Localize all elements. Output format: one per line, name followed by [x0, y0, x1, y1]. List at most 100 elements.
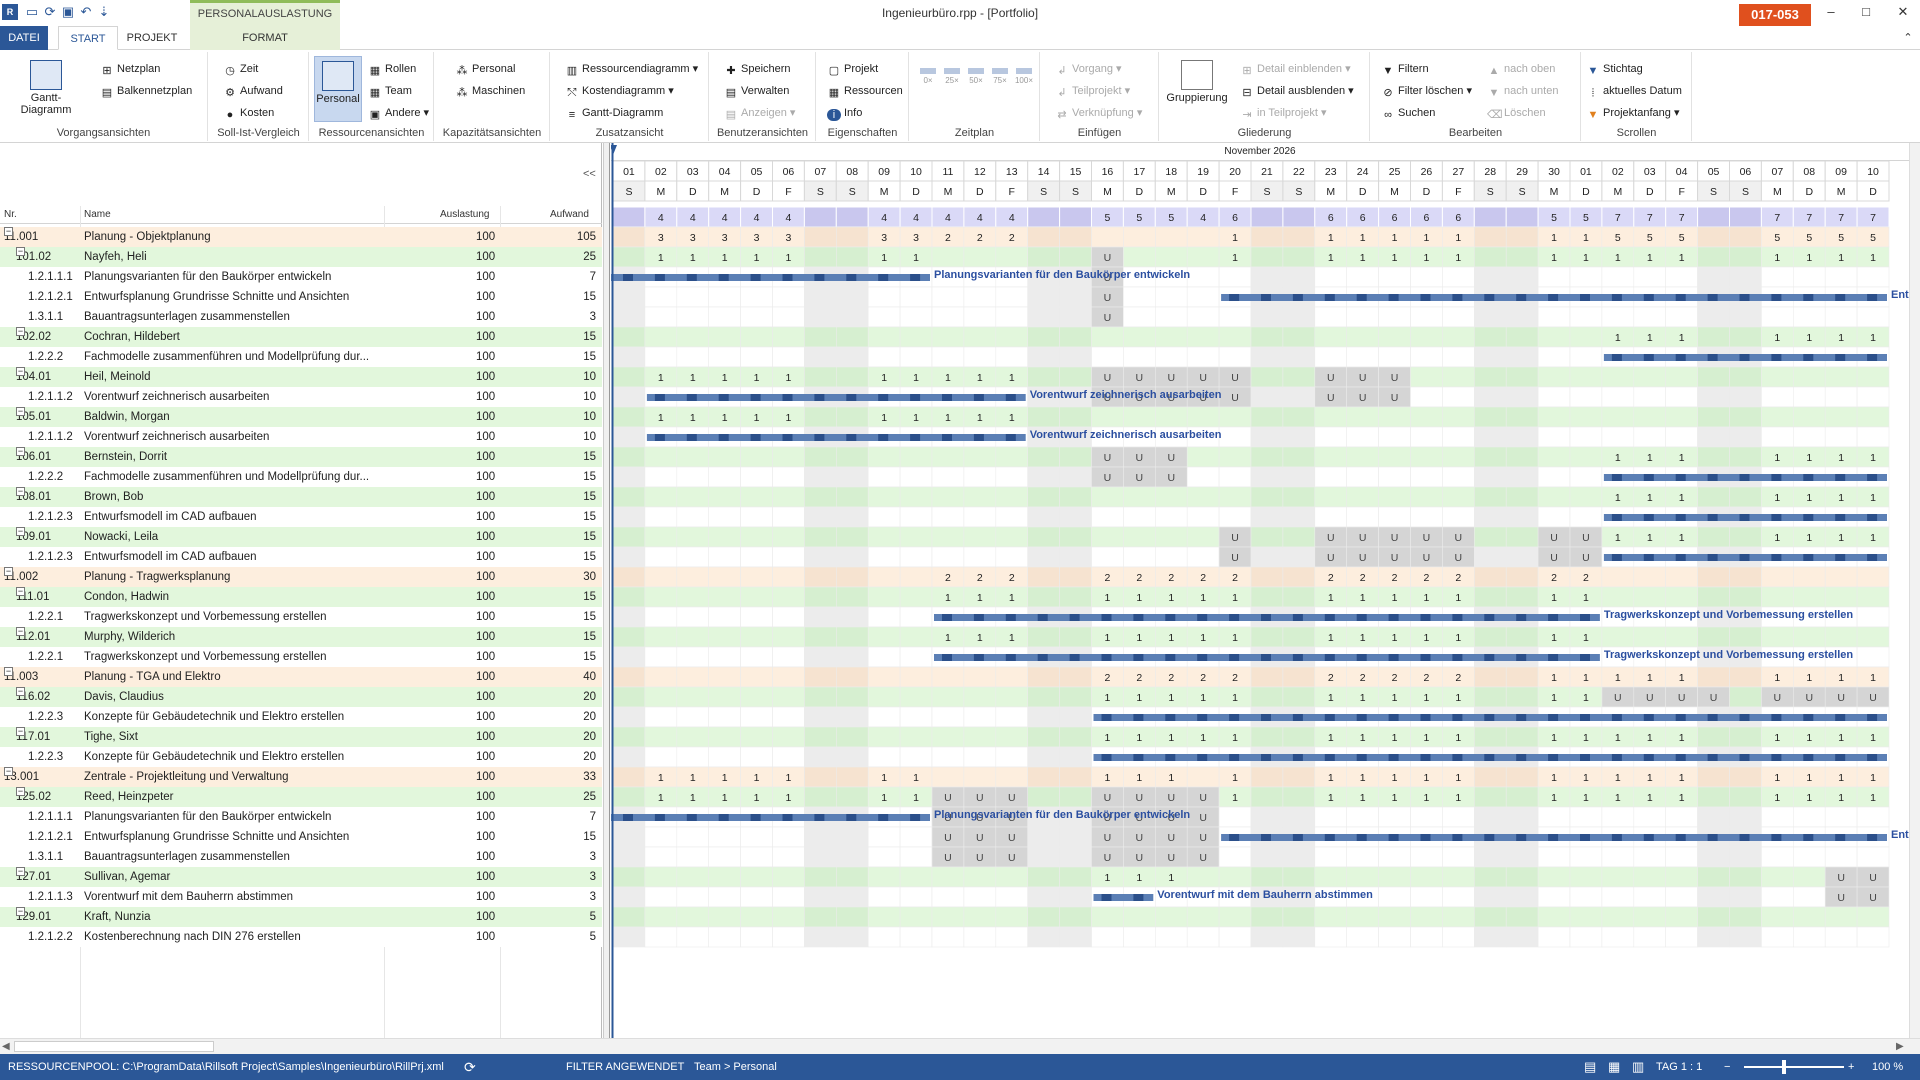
gantt-cell[interactable]: [1410, 346, 1443, 368]
gantt-cell[interactable]: [1824, 586, 1858, 608]
maschinen-button[interactable]: ⁂ Maschinen: [455, 82, 526, 100]
gantt-cell[interactable]: [1282, 466, 1316, 488]
gantt-cell[interactable]: [740, 506, 773, 528]
gantt-cell[interactable]: [1473, 326, 1507, 348]
gantt-cell[interactable]: [1314, 866, 1347, 888]
gantt-cell[interactable]: [1856, 806, 1890, 828]
resource-row[interactable]: −101.02 Nayfeh, Heli 100 25: [0, 247, 602, 267]
scroll-left-icon[interactable]: ◀: [2, 1041, 10, 1052]
gantt-cell[interactable]: [740, 486, 773, 508]
gantt-cell[interactable]: [1442, 506, 1475, 528]
gantt-cell[interactable]: [836, 926, 869, 948]
gantt-cell[interactable]: [644, 306, 678, 328]
gantt-cell[interactable]: [1505, 446, 1539, 468]
gantt-cell[interactable]: [1473, 246, 1507, 268]
gantt-cell[interactable]: [772, 706, 805, 728]
gantt-cell[interactable]: [1346, 906, 1379, 928]
gantt-cell[interactable]: [1473, 666, 1507, 688]
projektanfang-button[interactable]: ▼ Projektanfang ▾: [1587, 107, 1680, 121]
gantt-cell[interactable]: [1314, 486, 1347, 508]
gantt-cell[interactable]: [1186, 466, 1220, 488]
gantt-cell[interactable]: [899, 526, 933, 548]
verwalten-button[interactable]: ▤ Verwalten: [724, 82, 790, 100]
gantt-cell[interactable]: [963, 286, 997, 308]
zoom-slider[interactable]: [1744, 1066, 1844, 1068]
gantt-cell[interactable]: [1537, 466, 1571, 488]
gantt-cell[interactable]: [867, 546, 901, 568]
gantt-cell[interactable]: [772, 726, 805, 748]
gantt-cell[interactable]: [1697, 446, 1730, 468]
gantt-cell[interactable]: [1569, 266, 1603, 288]
gantt-cell[interactable]: [1123, 286, 1156, 308]
gantt-cell[interactable]: [931, 706, 965, 728]
gantt-cell[interactable]: [676, 646, 710, 668]
gantt-cell[interactable]: [1505, 526, 1539, 548]
gantt-cell[interactable]: [1697, 626, 1730, 648]
suchen-button[interactable]: ∞ Suchen: [1381, 104, 1435, 122]
resource-row[interactable]: −125.02 Reed, Heinzpeter 100 25: [0, 787, 602, 807]
gantt-cell[interactable]: [1601, 306, 1635, 328]
gantt-cell[interactable]: [1186, 926, 1220, 948]
gantt-cell[interactable]: [1378, 326, 1411, 348]
gantt-cell[interactable]: [1473, 386, 1507, 408]
gantt-cell[interactable]: [612, 906, 646, 928]
gantt-cell[interactable]: [1824, 846, 1858, 868]
gantt-cell[interactable]: [1793, 846, 1826, 868]
gantt-cell[interactable]: [1410, 426, 1443, 448]
gantt-cell[interactable]: [644, 926, 678, 948]
gantt-cell[interactable]: [1410, 846, 1443, 868]
gantt-cell[interactable]: [963, 446, 997, 468]
gantt-cell[interactable]: [1378, 406, 1411, 428]
gantt-cell[interactable]: [1569, 446, 1603, 468]
gantt-cell[interactable]: [867, 446, 901, 468]
gantt-cell[interactable]: [1856, 366, 1890, 388]
gantt-cell[interactable]: [1218, 906, 1252, 928]
gantt-cell[interactable]: [899, 346, 933, 368]
gantt-cell[interactable]: [1442, 906, 1475, 928]
gantt-cell[interactable]: [1793, 886, 1826, 908]
zoom-in-button[interactable]: +: [1848, 1061, 1855, 1073]
gantt-cell[interactable]: [1027, 586, 1060, 608]
gantt-cell[interactable]: [1537, 926, 1571, 948]
gantt-cell[interactable]: [963, 666, 997, 688]
gantt-cell[interactable]: [1091, 346, 1124, 368]
gantt-cell[interactable]: [612, 526, 646, 548]
gantt-cell[interactable]: [1793, 586, 1826, 608]
gantt-cell[interactable]: [1442, 366, 1475, 388]
gantt-cell[interactable]: [676, 586, 710, 608]
task-row[interactable]: 1.2.2.1 Tragwerkskonzept und Vorbemessung…: [0, 647, 602, 667]
gantt-cell[interactable]: [772, 306, 805, 328]
zeitplan-percent-button[interactable]: 25×: [942, 64, 962, 90]
gantt-cell[interactable]: [1218, 866, 1252, 888]
gantt-cell[interactable]: [1154, 326, 1188, 348]
gantt-cell[interactable]: [1410, 506, 1443, 528]
gantt-cell[interactable]: [1186, 306, 1220, 328]
task-bar[interactable]: [1093, 894, 1154, 901]
maximize-icon[interactable]: □: [1862, 4, 1870, 19]
gantt-cell[interactable]: [740, 306, 773, 328]
gantt-cell[interactable]: [1250, 666, 1284, 688]
expand-toggle-icon[interactable]: −: [16, 867, 25, 876]
gantt-cell[interactable]: [644, 686, 678, 708]
kostendiagramm-button[interactable]: ⤲ Kostendiagramm ▾: [565, 82, 674, 100]
gantt-cell[interactable]: [836, 846, 869, 868]
gantt-cell[interactable]: [1282, 406, 1316, 428]
task-bar[interactable]: [646, 394, 1026, 401]
gantt-cell[interactable]: [867, 646, 901, 668]
gantt-cell[interactable]: [740, 906, 773, 928]
gantt-cell[interactable]: [1442, 426, 1475, 448]
gantt-cell[interactable]: [1665, 386, 1698, 408]
gantt-cell[interactable]: [740, 586, 773, 608]
gantt-cell[interactable]: [1665, 806, 1698, 828]
gantt-cell[interactable]: [867, 846, 901, 868]
gantt-cell[interactable]: [676, 726, 710, 748]
gantt-cell[interactable]: [1218, 346, 1252, 368]
gantt-cell[interactable]: [1442, 346, 1475, 368]
gantt-cell[interactable]: [1824, 806, 1858, 828]
gantt-cell[interactable]: [931, 866, 965, 888]
anzeigen-button[interactable]: ▤ Anzeigen ▾: [725, 107, 796, 121]
teilprojekt-button[interactable]: ↲ Teilprojekt ▾: [1055, 82, 1130, 100]
gantt-cell[interactable]: [676, 626, 710, 648]
gantt-cell[interactable]: [1537, 326, 1571, 348]
gantt-cell[interactable]: [1856, 906, 1890, 928]
